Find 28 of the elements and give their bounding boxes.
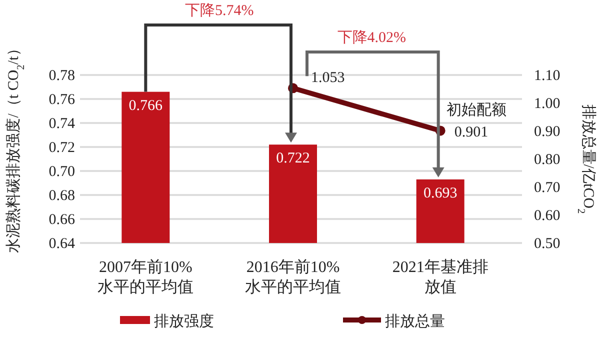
y2-tick-label: 0.60 (534, 208, 560, 224)
data-label: 0.722 (276, 150, 310, 167)
data-label: 0.766 (128, 98, 164, 114)
y2-tick-label: 0.50 (534, 236, 560, 252)
y2-tick-label: 0.80 (534, 152, 560, 168)
legend-label: 排放总量 (385, 313, 445, 330)
y2-tick-label: 0.70 (534, 180, 560, 196)
y-tick-label: 0.66 (48, 212, 76, 228)
x-tick-label: 2016年前10%水平的平均值 (245, 258, 341, 296)
y2-tick-label: 0.90 (534, 124, 560, 140)
y-tick-label: 0.78 (48, 68, 75, 84)
y-tick-label: 0.72 (48, 140, 75, 156)
x-tick-label: 2021年基准排放值 (392, 258, 488, 296)
y2-tick-label: 1.10 (534, 68, 560, 84)
y-tick-label: 0.68 (48, 188, 75, 204)
legend-label: 排放强度 (154, 313, 214, 330)
y-tick-label: 0.70 (48, 164, 75, 180)
y2-tick-label: 1.00 (534, 96, 560, 112)
data-label: 0.693 (423, 185, 458, 202)
y-tick-label: 0.76 (48, 92, 76, 108)
x-tick-label: 2007年前10%水平的平均值 (98, 258, 194, 296)
data-label: 1.053 (311, 70, 345, 86)
text: 下降5.74% (184, 2, 254, 19)
y-tick-label: 0.74 (48, 116, 76, 132)
annotation: 初始配额 (446, 102, 506, 119)
data-label: 0.901 (454, 124, 488, 141)
y-tick-label: 0.64 (48, 236, 76, 252)
text: 下降4.02% (337, 29, 406, 46)
